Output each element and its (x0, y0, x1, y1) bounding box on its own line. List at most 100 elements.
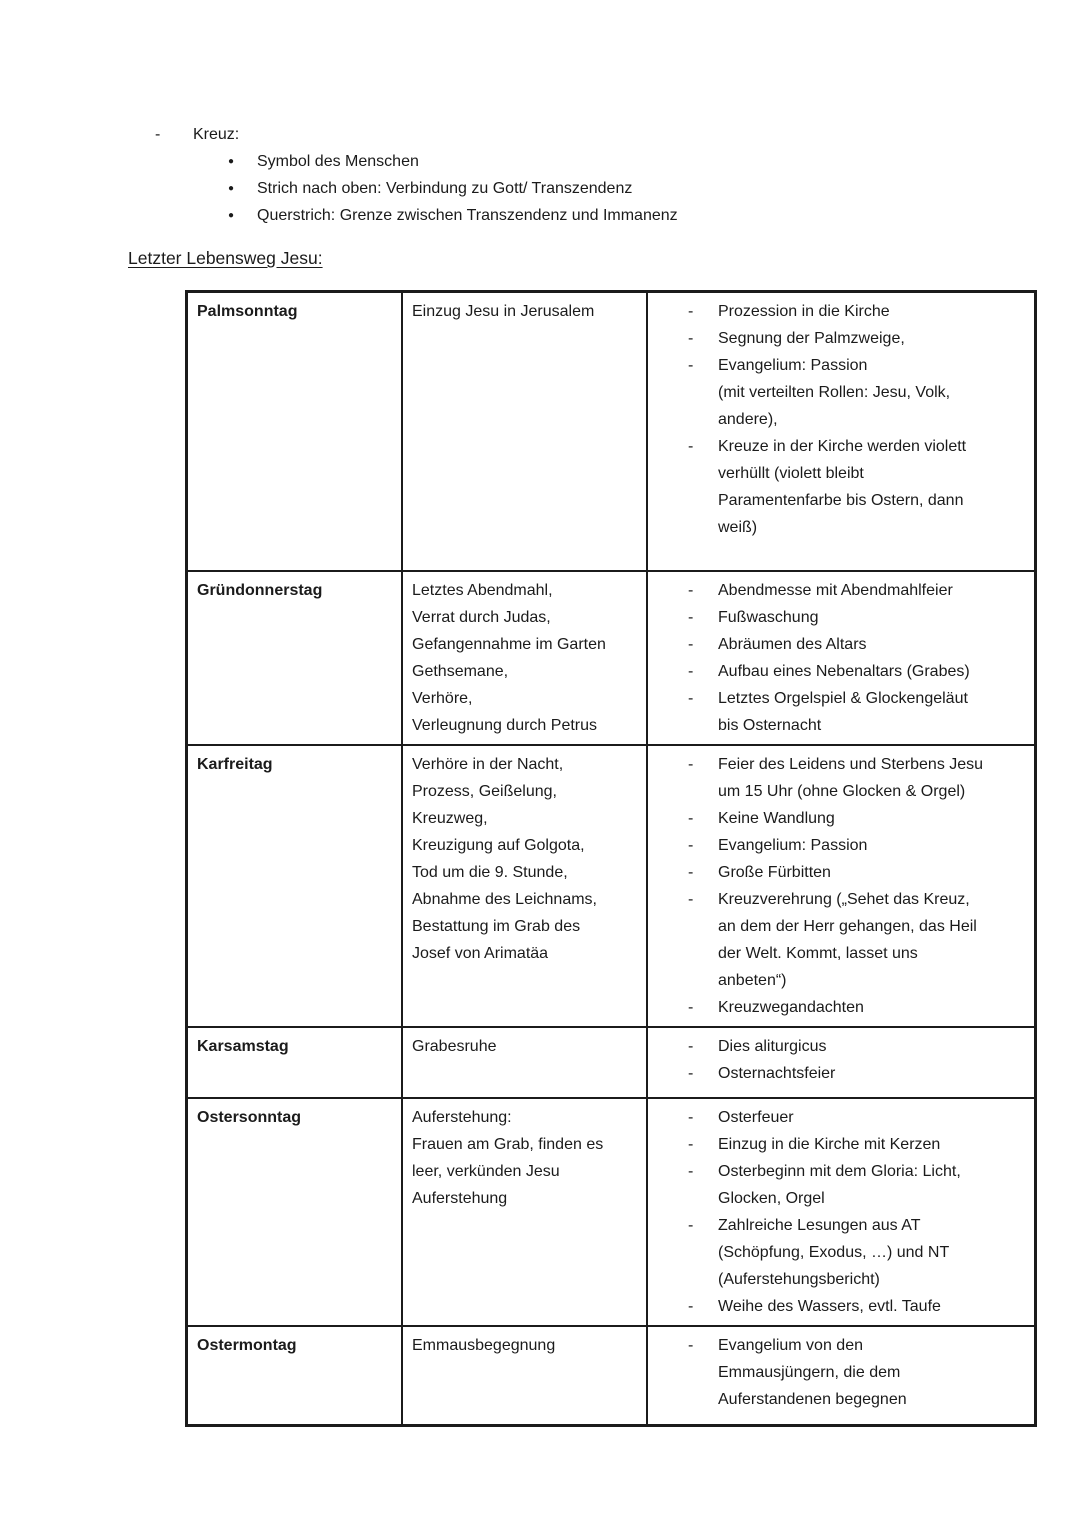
dash-bullet: - (688, 438, 694, 455)
table-row-karfreitag: Karfreitag Verhöre in der Nacht, Prozess… (188, 744, 1034, 1026)
liturgy-text: Einzug in die Kirche mit Kerzen (718, 1136, 941, 1153)
dash-bullet: - (688, 690, 694, 707)
dash-bullet: - (688, 609, 694, 626)
liturgy-item: - Kreuze in der Kirche werden violett ve… (648, 433, 1028, 541)
dash-bullet: - (688, 810, 694, 827)
liturgy-cell: - Dies aliturgicus - Osternachtsfeier (646, 1028, 1034, 1097)
liturgy-item: - Fußwaschung (648, 604, 1028, 631)
liturgy-item: - Kreuzwegandachten (648, 994, 1028, 1021)
dash-bullet: - (688, 837, 694, 854)
day-cell: Gründonnerstag (188, 572, 401, 744)
table-row-palmsonntag: Palmsonntag Einzug Jesu in Jerusalem - P… (188, 293, 1034, 570)
kreuz-list: - Kreuz: ● Symbol des Menschen ● Strich … (155, 121, 678, 229)
liturgy-text: Evangelium: Passion (718, 837, 868, 854)
liturgy-text: Letztes Orgelspiel & Glockengeläut bis O… (718, 690, 968, 734)
events-cell: Auferstehung: Frauen am Grab, finden es … (401, 1099, 646, 1325)
liturgy-text: Kreuzwegandachten (718, 999, 864, 1016)
liturgy-item: - Evangelium: Passion (648, 832, 1028, 859)
dash-bullet: - (688, 1109, 694, 1126)
liturgy-item: - Einzug in die Kirche mit Kerzen (648, 1131, 1028, 1158)
dash-bullet: - (688, 891, 694, 908)
liturgy-item: - Prozession in die Kirche (648, 298, 1028, 325)
events-text: Grabesruhe (412, 1038, 497, 1055)
events-text: Letztes Abendmahl, Verrat durch Judas, G… (412, 582, 606, 734)
events-cell: Letztes Abendmahl, Verrat durch Judas, G… (401, 572, 646, 744)
section-heading: Letzter Lebensweg Jesu: (128, 248, 323, 268)
list-item: ● Strich nach oben: Verbindung zu Gott/ … (228, 175, 678, 202)
liturgy-item: - Osternachtsfeier (648, 1060, 1028, 1087)
liturgy-item: - Aufbau eines Nebenaltars (Grabes) (648, 658, 1028, 685)
list-item: ● Symbol des Menschen (228, 148, 678, 175)
liturgy-text: Evangelium von den Emmausjüngern, die de… (718, 1337, 907, 1408)
dash-bullet: - (688, 1163, 694, 1180)
day-cell: Palmsonntag (188, 293, 401, 570)
liturgy-text: Evangelium: Passion (mit verteilten Roll… (718, 357, 951, 428)
liturgy-cell: - Prozession in die Kirche - Segnung der… (646, 293, 1034, 570)
liturgy-cell: - Feier des Leidens und Sterbens Jesu um… (646, 746, 1034, 1026)
liturgy-text: Feier des Leidens und Sterbens Jesu um 1… (718, 756, 984, 800)
liturgy-item: - Feier des Leidens und Sterbens Jesu um… (648, 751, 1028, 805)
events-text: Einzug Jesu in Jerusalem (412, 303, 595, 320)
dash-bullet: - (688, 1217, 694, 1234)
day-label: Ostermontag (197, 1337, 297, 1354)
liturgy-item: - Osterfeuer (648, 1104, 1028, 1131)
liturgy-text: Fußwaschung (718, 609, 819, 626)
liturgy-text: Abräumen des Altars (718, 636, 867, 653)
day-label: Karfreitag (197, 756, 273, 773)
dash-bullet: - (688, 303, 694, 320)
day-label: Ostersonntag (197, 1109, 302, 1126)
dash-bullet: - (688, 1065, 694, 1082)
liturgy-text: Osterbeginn mit dem Gloria: Licht, Glock… (718, 1163, 961, 1207)
events-text: Verhöre in der Nacht, Prozess, Geißelung… (412, 756, 597, 962)
liturgy-text: Osternachtsfeier (718, 1065, 836, 1082)
liturgy-text: Prozession in die Kirche (718, 303, 890, 320)
dash-bullet: - (688, 663, 694, 680)
day-label: Gründonnerstag (197, 582, 323, 599)
dash-bullet: - (688, 330, 694, 347)
bullet-text: Strich nach oben: Verbindung zu Gott/ Tr… (257, 180, 633, 197)
list-item: ● Querstrich: Grenze zwischen Transzende… (228, 202, 678, 229)
table-row-karsamstag: Karsamstag Grabesruhe - Dies aliturgicus… (188, 1026, 1034, 1097)
liturgy-text: Weihe des Wassers, evtl. Taufe (718, 1298, 941, 1315)
liturgy-text: Große Fürbitten (718, 864, 831, 881)
liturgy-text: Kreuze in der Kirche werden violett verh… (718, 438, 967, 536)
day-label: Karsamstag (197, 1038, 289, 1055)
dash-bullet: - (688, 1136, 694, 1153)
dash-bullet: - (688, 582, 694, 599)
liturgy-item: - Osterbeginn mit dem Gloria: Licht, Glo… (648, 1158, 1028, 1212)
dash-bullet: - (688, 999, 694, 1016)
liturgy-item: - Evangelium von den Emmausjüngern, die … (648, 1332, 1028, 1413)
liturgy-text: Abendmesse mit Abendmahlfeier (718, 582, 953, 599)
events-text: Emmausbegegnung (412, 1337, 556, 1354)
events-cell: Grabesruhe (401, 1028, 646, 1097)
liturgy-text: Aufbau eines Nebenaltars (Grabes) (718, 663, 970, 680)
events-text: Auferstehung: Frauen am Grab, finden es … (412, 1109, 604, 1207)
day-cell: Ostermontag (188, 1327, 401, 1424)
dash-bullet: - (688, 357, 694, 374)
liturgy-item: - Große Fürbitten (648, 859, 1028, 886)
dash-bullet: - (155, 126, 161, 143)
dash-bullet: - (688, 1298, 694, 1315)
liturgy-cell: - Evangelium von den Emmausjüngern, die … (646, 1327, 1034, 1424)
liturgy-item: - Keine Wandlung (648, 805, 1028, 832)
liturgy-item: - Zahlreiche Lesungen aus AT (Schöpfung,… (648, 1212, 1028, 1293)
kreuz-label: Kreuz: (193, 126, 240, 143)
liturgy-item: - Segnung der Palmzweige, (648, 325, 1028, 352)
liturgy-item: - Letztes Orgelspiel & Glockengeläut bis… (648, 685, 1028, 739)
day-cell: Karsamstag (188, 1028, 401, 1097)
list-item-kreuz: - Kreuz: (155, 121, 678, 148)
liturgy-table: Palmsonntag Einzug Jesu in Jerusalem - P… (185, 290, 1037, 1427)
dash-bullet: - (688, 1337, 694, 1354)
dot-bullet: ● (228, 156, 235, 167)
dash-bullet: - (688, 756, 694, 773)
liturgy-cell: - Abendmesse mit Abendmahlfeier - Fußwas… (646, 572, 1034, 744)
events-cell: Verhöre in der Nacht, Prozess, Geißelung… (401, 746, 646, 1026)
liturgy-text: Dies aliturgicus (718, 1038, 827, 1055)
liturgy-text: Kreuzverehrung („Sehet das Kreuz, an dem… (718, 891, 977, 989)
liturgy-item: - Kreuzverehrung („Sehet das Kreuz, an d… (648, 886, 1028, 994)
liturgy-item: - Abendmesse mit Abendmahlfeier (648, 577, 1028, 604)
liturgy-item: - Dies aliturgicus (648, 1033, 1028, 1060)
table-row-ostermontag: Ostermontag Emmausbegegnung - Evangelium… (188, 1325, 1034, 1424)
dot-bullet: ● (228, 210, 235, 221)
